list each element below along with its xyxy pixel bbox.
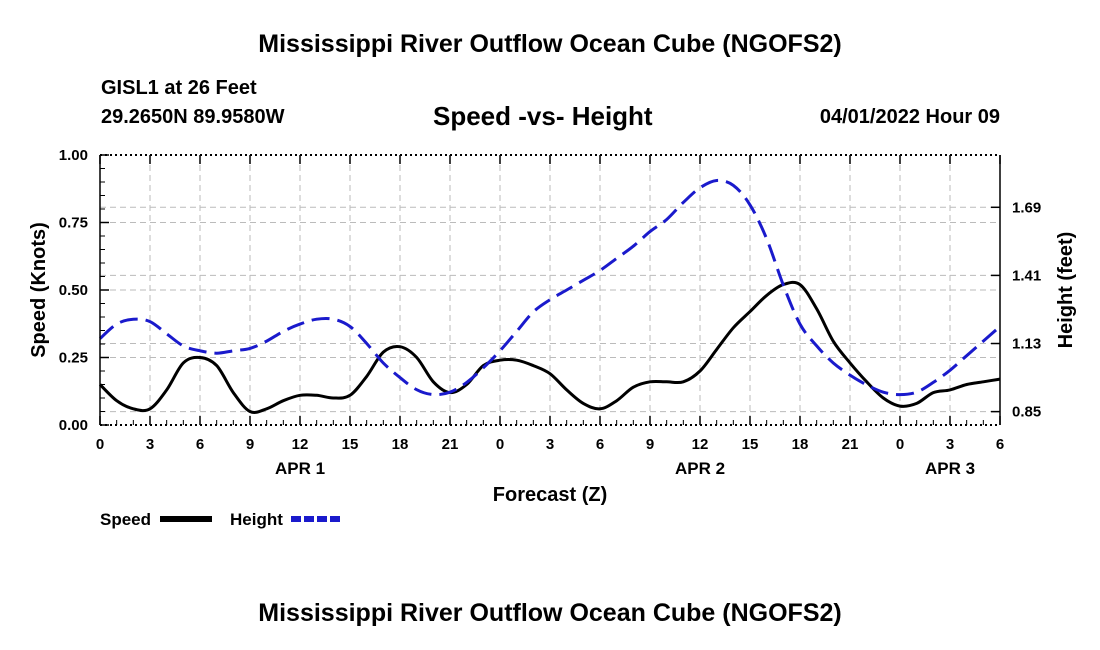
y-tick-label: 0.00 xyxy=(59,417,88,434)
chart-main-title: Mississippi River Outflow Ocean Cube (NG… xyxy=(258,30,842,58)
series-line-height xyxy=(98,178,1001,397)
x-tick-label: 6 xyxy=(596,436,604,453)
axis-labels: 0 3 6 9 12 15 18 21 0 3 6 9 12 15 18 21 0 3 6 APR 1 APR 2 APR… xyxy=(28,147,1077,506)
y-tick-label: 0.25 xyxy=(59,350,88,367)
y2-tick-label: 1.13 xyxy=(1012,336,1041,353)
x-tick-label: 21 xyxy=(442,436,459,453)
x-tick-label: 3 xyxy=(146,436,154,453)
y2-tick-label: 1.69 xyxy=(1012,199,1041,216)
day-label: APR 2 xyxy=(675,459,725,478)
axes xyxy=(99,154,1001,426)
station-label: GISL1 at 26 Feet xyxy=(101,77,257,99)
y-tick-label: 0.50 xyxy=(59,282,88,299)
x-tick-label: 9 xyxy=(646,436,654,453)
x-axis-title: Forecast (Z) xyxy=(493,484,607,506)
x-tick-label: 15 xyxy=(742,436,759,453)
x-tick-label: 0 xyxy=(496,436,504,453)
y-axis-title: Speed (Knots) xyxy=(28,222,50,358)
chart-legend: Speed Height xyxy=(100,510,343,529)
x-tick-label: 18 xyxy=(392,436,409,453)
x-tick-label: 21 xyxy=(842,436,859,453)
day-label: APR 3 xyxy=(925,459,975,478)
x-tick-label: 12 xyxy=(692,436,709,453)
repeated-chart-title: Mississippi River Outflow Ocean Cube (NG… xyxy=(258,599,842,627)
x-tick-label: 9 xyxy=(246,436,254,453)
day-label: APR 1 xyxy=(275,459,325,478)
x-tick-label: 0 xyxy=(96,436,104,453)
series-line-speed xyxy=(98,280,1001,414)
x-tick-label: 0 xyxy=(896,436,904,453)
series-lines xyxy=(98,178,1001,414)
x-tick-label: 6 xyxy=(996,436,1004,453)
x-tick-label: 6 xyxy=(196,436,204,453)
y-tick-label: 1.00 xyxy=(59,147,88,164)
legend-label-speed: Speed xyxy=(100,510,151,529)
y2-tick-label: 0.85 xyxy=(1012,404,1041,421)
legend-label-height: Height xyxy=(230,510,283,529)
y-tick-label: 0.75 xyxy=(59,215,88,232)
x-tick-label: 3 xyxy=(946,436,954,453)
x-tick-label: 15 xyxy=(342,436,359,453)
y2-tick-label: 1.41 xyxy=(1012,267,1041,284)
station-coordinates: 29.2650N 89.9580W xyxy=(101,106,285,128)
x-tick-label: 18 xyxy=(792,436,809,453)
grid-lines xyxy=(100,155,1000,425)
x-tick-label: 12 xyxy=(292,436,309,453)
chart-subtitle: Speed -vs- Height xyxy=(433,101,653,131)
forecast-datetime: 04/01/2022 Hour 09 xyxy=(819,106,1000,128)
y2-axis-title: Height (feet) xyxy=(1055,232,1077,349)
x-tick-label: 3 xyxy=(546,436,554,453)
